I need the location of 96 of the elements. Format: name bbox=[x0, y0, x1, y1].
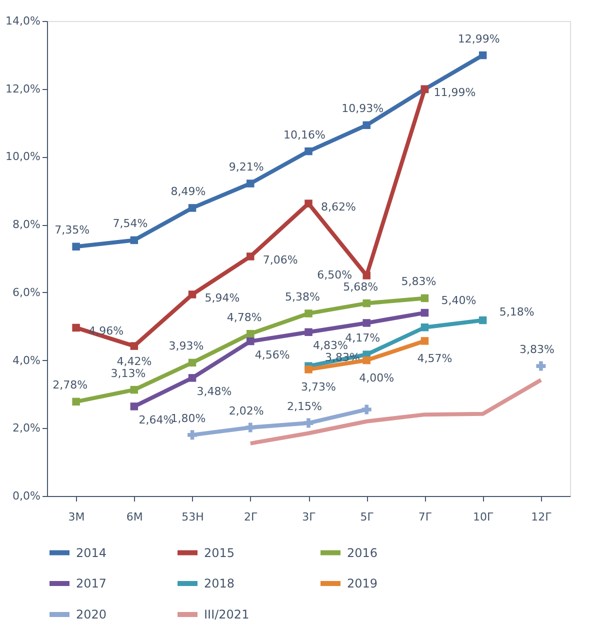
point bbox=[72, 324, 80, 332]
point bbox=[304, 328, 312, 336]
data-label: 5,18% bbox=[499, 305, 534, 318]
point bbox=[478, 316, 487, 324]
y-tick-label: 8,0% bbox=[12, 218, 40, 232]
y-tick-label: 12,0% bbox=[6, 82, 40, 96]
data-label: 8,49% bbox=[170, 184, 206, 198]
data-label: 5,38% bbox=[285, 290, 320, 304]
x-tick-label: 3М bbox=[68, 510, 85, 524]
x-tick-label: 3Г bbox=[302, 510, 316, 524]
point bbox=[130, 236, 138, 244]
point bbox=[130, 342, 138, 350]
legend-label: III/2021 bbox=[204, 608, 250, 622]
point bbox=[246, 252, 254, 260]
legend-label: 2018 bbox=[204, 576, 235, 590]
point bbox=[246, 422, 256, 432]
y-tick-label: 2,0% bbox=[12, 422, 40, 435]
data-label: 4,00% bbox=[359, 371, 394, 384]
y-tick-label: 6,0% bbox=[12, 286, 40, 299]
point bbox=[246, 180, 254, 188]
point bbox=[246, 330, 254, 338]
point bbox=[188, 204, 196, 212]
point bbox=[362, 356, 370, 364]
data-label: 4,42% bbox=[116, 355, 152, 368]
point bbox=[72, 242, 80, 250]
data-label: 7,06% bbox=[262, 253, 298, 266]
data-label: 4,57% bbox=[417, 352, 452, 365]
point bbox=[420, 337, 429, 345]
data-label: 4,83% bbox=[313, 339, 348, 352]
point bbox=[478, 51, 487, 60]
point bbox=[130, 402, 138, 410]
point bbox=[188, 374, 196, 382]
data-label: 4,78% bbox=[226, 310, 262, 324]
y-tick-label: 14,0% bbox=[6, 14, 40, 28]
data-label: 2,02% bbox=[228, 404, 264, 418]
point bbox=[362, 319, 370, 327]
data-label: 9,21% bbox=[228, 160, 264, 174]
data-label: 5,68% bbox=[343, 280, 378, 294]
x-tick-label: 5Г bbox=[360, 510, 374, 524]
data-label: 5,83% bbox=[401, 275, 436, 288]
data-label: 7,54% bbox=[112, 217, 148, 230]
point bbox=[304, 418, 314, 428]
data-label: 3,48% bbox=[196, 384, 232, 398]
point bbox=[304, 366, 312, 374]
legend-label: 2019 bbox=[347, 576, 378, 590]
data-label: 2,15% bbox=[287, 400, 322, 414]
data-label: 11,99% bbox=[434, 86, 476, 100]
data-label: 6,50% bbox=[317, 268, 352, 282]
data-label: 10,93% bbox=[342, 102, 384, 116]
data-label: 3,83% bbox=[325, 351, 360, 364]
point bbox=[362, 299, 370, 308]
data-label: 4,56% bbox=[254, 348, 290, 362]
point bbox=[420, 294, 429, 302]
point bbox=[536, 361, 546, 371]
point bbox=[188, 290, 196, 298]
x-tick-label: 7Г bbox=[418, 510, 432, 524]
x-tick-label: 12Г bbox=[531, 510, 552, 524]
data-label: 3,93% bbox=[168, 340, 204, 353]
point bbox=[304, 147, 312, 156]
data-label: 3,13% bbox=[110, 366, 146, 380]
x-tick-label: 53Н bbox=[182, 510, 204, 524]
point bbox=[72, 398, 80, 406]
data-label: 7,35% bbox=[54, 224, 90, 237]
y-tick-label: 4,0% bbox=[12, 354, 40, 367]
point bbox=[304, 310, 312, 318]
point bbox=[246, 337, 254, 346]
legend-label: 2015 bbox=[204, 546, 235, 560]
data-label: 8,62% bbox=[321, 200, 356, 214]
data-label: 4,96% bbox=[88, 324, 124, 338]
y-tick-label: 0,0% bbox=[12, 490, 40, 502]
point bbox=[188, 430, 198, 440]
legend-label: 2016 bbox=[347, 546, 378, 560]
y-tick-label: 10,0% bbox=[6, 150, 40, 164]
data-label: 12,99% bbox=[458, 32, 500, 46]
point bbox=[304, 200, 312, 208]
legend-label: 2020 bbox=[76, 608, 107, 622]
data-label: 10,16% bbox=[284, 128, 326, 142]
point bbox=[420, 308, 429, 317]
point bbox=[362, 272, 370, 280]
point bbox=[420, 324, 429, 332]
point bbox=[188, 358, 196, 367]
point bbox=[130, 386, 138, 394]
data-label: 3,83% bbox=[519, 343, 554, 356]
x-tick-label: 2Г bbox=[244, 510, 258, 524]
data-label: 5,94% bbox=[204, 291, 240, 304]
data-label: 2,78% bbox=[52, 378, 88, 392]
legend-label: 2014 bbox=[76, 546, 107, 560]
point bbox=[362, 404, 372, 414]
data-label: 4,17% bbox=[345, 332, 380, 345]
data-label: 5,40% bbox=[441, 294, 476, 307]
x-tick-label: 10Г bbox=[472, 510, 494, 524]
point bbox=[362, 121, 370, 130]
data-label: 3,73% bbox=[301, 380, 336, 394]
data-label: 1,80% bbox=[170, 412, 206, 425]
x-tick-label: 6М bbox=[126, 510, 143, 524]
legend-label: 2017 bbox=[76, 576, 107, 590]
